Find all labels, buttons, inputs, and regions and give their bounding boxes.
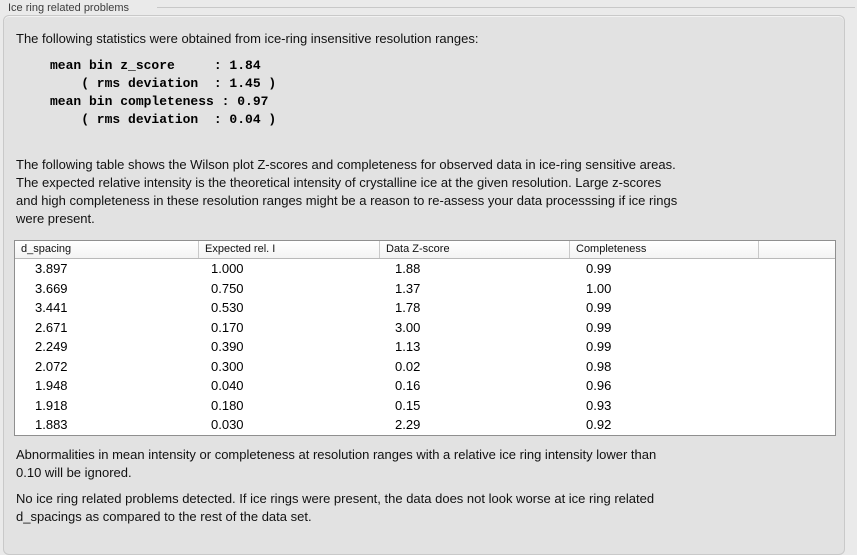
ice-ring-table: d_spacing Expected rel. I Data Z-score C… [14, 240, 836, 436]
table-row[interactable]: 2.671 0.170 3.00 0.99 [15, 318, 835, 338]
table-cell: 0.98 [586, 358, 612, 374]
column-header-empty[interactable] [758, 241, 835, 258]
table-header: d_spacing Expected rel. I Data Z-score C… [15, 241, 835, 259]
table-cell: 1.13 [395, 339, 421, 354]
table-cell [758, 279, 835, 299]
table-cell [758, 298, 835, 318]
table-cell: 0.040 [211, 378, 244, 393]
table-cell [758, 376, 835, 396]
table-cell: 1.000 [211, 261, 244, 276]
table-body: 3.897 1.000 1.88 0.99 3.669 0.750 1.37 1.00 3.44… [15, 259, 835, 435]
table-row[interactable]: 2.072 0.300 0.02 0.98 [15, 357, 835, 377]
table-cell: 0.99 [586, 319, 612, 335]
table-cell: 0.93 [586, 397, 612, 413]
table-cell: 2.072 [35, 358, 68, 374]
table-cell [758, 415, 835, 435]
ignore-note-text: Abnormalities in mean intensity or compl… [16, 447, 657, 480]
table-cell: 1.918 [35, 397, 68, 413]
table-row[interactable]: 3.441 0.530 1.78 0.99 [15, 298, 835, 318]
table-cell: 0.030 [211, 417, 244, 432]
stats-block: mean bin z_score : 1.84 ( rms deviation … [50, 58, 277, 127]
table-cell: 0.15 [395, 397, 421, 413]
column-header-expected-rel-i[interactable]: Expected rel. I [198, 241, 379, 258]
conclusion-text: No ice ring related problems detected. I… [16, 491, 655, 524]
table-cell [758, 318, 835, 338]
table-cell: 0.99 [586, 261, 612, 276]
table-cell: 1.78 [395, 300, 421, 315]
table-cell: 0.390 [211, 339, 244, 354]
column-header-data-z-score[interactable]: Data Z-score [379, 241, 569, 258]
column-header-d-spacing[interactable]: d_spacing [21, 243, 72, 255]
table-cell: 2.671 [35, 319, 68, 335]
table-cell: 0.16 [395, 378, 421, 393]
description-text: The following table shows the Wilson plo… [16, 157, 678, 226]
table-row[interactable]: 1.918 0.180 0.15 0.93 [15, 396, 835, 416]
table-cell: 0.300 [211, 358, 244, 374]
table-cell: 1.88 [395, 261, 421, 276]
table-cell: 1.883 [35, 417, 68, 432]
table-cell: 3.669 [35, 280, 68, 296]
table-row[interactable]: 3.897 1.000 1.88 0.99 [15, 259, 835, 279]
table-cell: 0.530 [211, 300, 244, 315]
table-cell: 3.897 [35, 261, 68, 276]
table-cell [758, 357, 835, 377]
table-cell: 0.170 [211, 319, 244, 335]
table-row[interactable]: 2.249 0.390 1.13 0.99 [15, 337, 835, 357]
table-cell: 2.249 [35, 339, 68, 354]
table-cell: 3.441 [35, 300, 68, 315]
table-row[interactable]: 1.948 0.040 0.16 0.96 [15, 376, 835, 396]
table-cell: 1.00 [586, 280, 612, 296]
table-cell: 1.948 [35, 378, 68, 393]
column-header-completeness[interactable]: Completeness [569, 241, 758, 258]
section-divider [157, 7, 855, 8]
intro-text: The following statistics were obtained f… [16, 31, 479, 46]
table-row[interactable]: 3.669 0.750 1.37 1.00 [15, 279, 835, 299]
table-cell: 2.29 [395, 417, 421, 432]
table-cell: 0.180 [211, 397, 244, 413]
table-cell: 1.37 [395, 280, 421, 296]
table-cell: 0.99 [586, 300, 612, 315]
section-title: Ice ring related problems [8, 2, 130, 14]
table-cell: 0.92 [586, 417, 612, 432]
table-cell: 0.99 [586, 339, 612, 354]
table-cell [758, 396, 835, 416]
table-cell: 0.02 [395, 358, 421, 374]
table-cell: 0.750 [211, 280, 244, 296]
table-cell: 0.96 [586, 378, 612, 393]
table-row[interactable]: 1.883 0.030 2.29 0.92 [15, 415, 835, 435]
table-cell [758, 259, 835, 279]
table-cell [758, 337, 835, 357]
table-cell: 3.00 [395, 319, 421, 335]
